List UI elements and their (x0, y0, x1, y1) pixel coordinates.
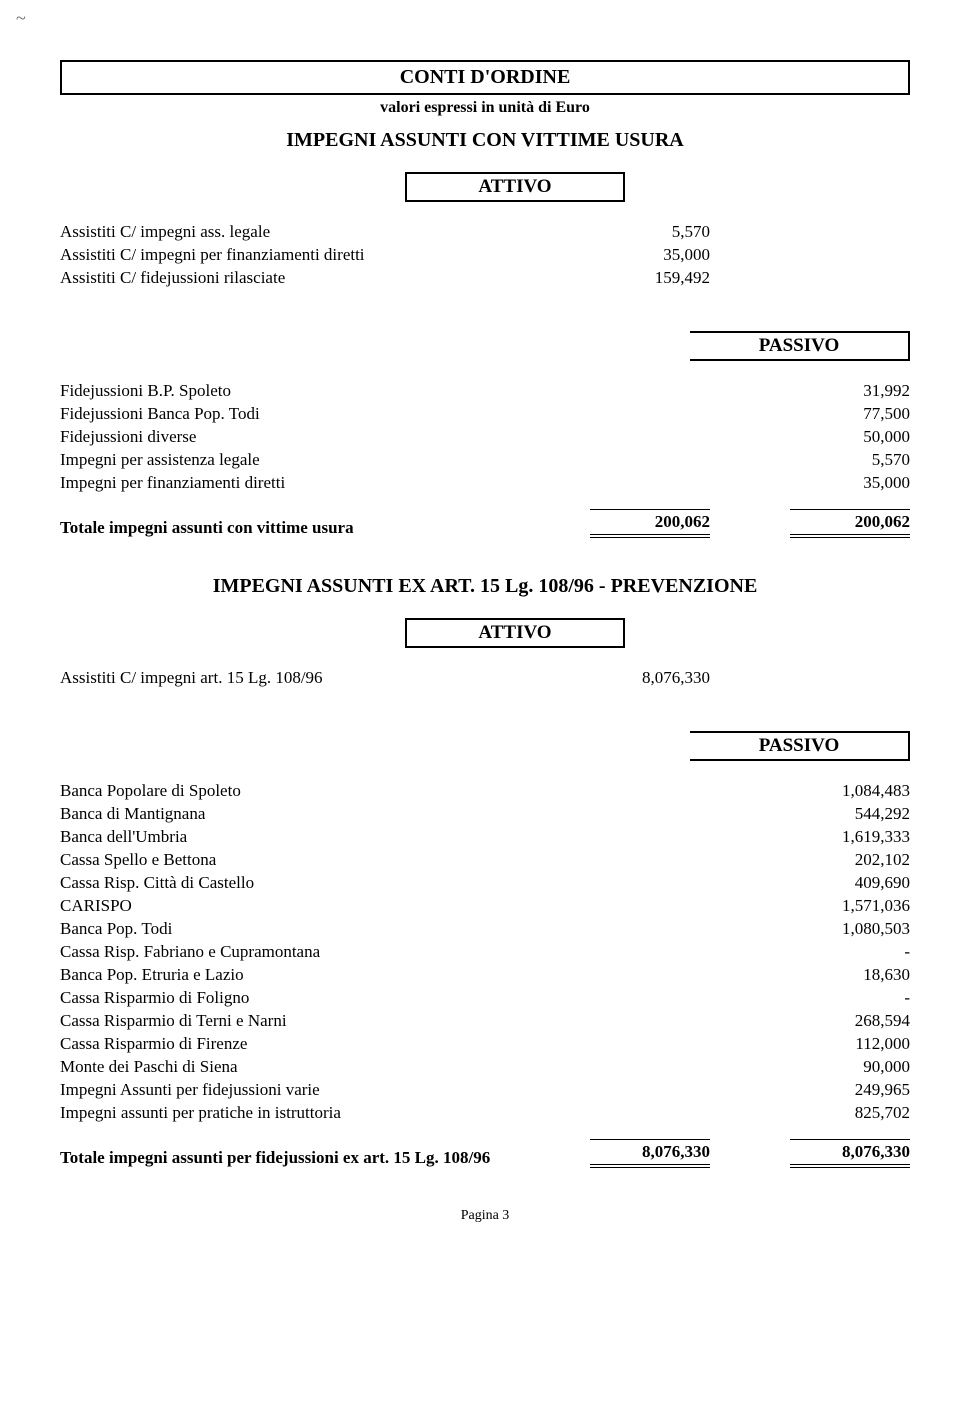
section1-attivo-rows: Assistiti C/ impegni ass. legale5,570Ass… (60, 222, 910, 288)
line-item: Banca dell'Umbria 1,619,333 (60, 827, 910, 847)
line-item-label: Banca di Mantignana (60, 804, 510, 824)
line-item: Cassa Risp. Città di Castello 409,690 (60, 873, 910, 893)
section2-total-passivo: 8,076,330 (730, 1139, 910, 1168)
section1-heading: IMPEGNI ASSUNTI CON VITTIME USURA (60, 129, 910, 152)
section1-total-label: Totale impegni assunti con vittime usura (60, 518, 510, 538)
line-item: Banca Popolare di Spoleto 1,084,483 (60, 781, 910, 801)
section2-heading: IMPEGNI ASSUNTI EX ART. 15 Lg. 108/96 - … (60, 575, 910, 598)
line-item-value-passivo: 544,292 (730, 804, 910, 824)
line-item: Fidejussioni diverse 50,000 (60, 427, 910, 447)
line-item-label: CARISPO (60, 896, 510, 916)
line-item-label: Assistiti C/ impegni per finanziamenti d… (60, 245, 510, 265)
line-item-value-passivo: 31,992 (730, 381, 910, 401)
line-item: Impegni assunti per pratiche in istrutto… (60, 1103, 910, 1123)
line-item: Assistiti C/ fidejussioni rilasciate 159,… (60, 268, 910, 288)
line-item: Assistiti C/ impegni art. 15 Lg. 108/96 8… (60, 668, 910, 688)
attivo-label-1: ATTIVO (405, 172, 625, 202)
line-item-value-passivo: 1,080,503 (730, 919, 910, 939)
line-item-value-attivo: 5,570 (530, 222, 710, 242)
document-subtitle: valori espressi in unità di Euro (60, 99, 910, 117)
line-item: Impegni per assistenza legale 5,570 (60, 450, 910, 470)
line-item-value-passivo: 1,571,036 (730, 896, 910, 916)
section1-total-row: Totale impegni assunti con vittime usura… (60, 509, 910, 538)
line-item: Banca Pop. Etruria e Lazio 18,630 (60, 965, 910, 985)
document-title: CONTI D'ORDINE (400, 66, 571, 88)
line-item: Cassa Risparmio di Terni e Narni 268,594 (60, 1011, 910, 1031)
line-item-label: Cassa Risparmio di Foligno (60, 988, 510, 1008)
line-item: Cassa Risparmio di Firenze 112,000 (60, 1034, 910, 1054)
line-item-label: Fidejussioni Banca Pop. Todi (60, 404, 510, 424)
page-footer: Pagina 3 (60, 1208, 910, 1224)
line-item-label: Impegni Assunti per fidejussioni varie (60, 1080, 510, 1100)
section2-attivo-rows: Assistiti C/ impegni art. 15 Lg. 108/96 8… (60, 668, 910, 688)
line-item: Impegni Assunti per fidejussioni varie 24… (60, 1080, 910, 1100)
line-item: Assistiti C/ impegni ass. legale 5,570 (60, 222, 910, 242)
line-item-value-passivo: 18,630 (730, 965, 910, 985)
section1-passivo-rows: Fidejussioni B.P. Spoleto31,992Fidejussi… (60, 381, 910, 493)
line-item-label: Fidejussioni diverse (60, 427, 510, 447)
line-item-label: Impegni per assistenza legale (60, 450, 510, 470)
section2-total-row: Totale impegni assunti per fidejussioni … (60, 1139, 910, 1168)
line-item-value-passivo: 50,000 (730, 427, 910, 447)
line-item-label: Banca Pop. Etruria e Lazio (60, 965, 510, 985)
line-item-label: Cassa Risp. Città di Castello (60, 873, 510, 893)
section1-total-passivo: 200,062 (730, 509, 910, 538)
scan-artifact: ~ (16, 8, 26, 29)
attivo-label-row-2: ATTIVO (60, 618, 910, 648)
line-item-label: Cassa Risp. Fabriano e Cupramontana (60, 942, 510, 962)
line-item: Cassa Risparmio di Foligno - (60, 988, 910, 1008)
line-item-label: Assistiti C/ fidejussioni rilasciate (60, 268, 510, 288)
line-item: Cassa Spello e Bettona 202,102 (60, 850, 910, 870)
line-item-value-attivo: 35,000 (530, 245, 710, 265)
section1-total-attivo: 200,062 (530, 509, 710, 538)
line-item-value-passivo: 90,000 (730, 1057, 910, 1077)
line-item: Fidejussioni B.P. Spoleto 31,992 (60, 381, 910, 401)
line-item-value-attivo: 8,076,330 (530, 668, 710, 688)
line-item-label: Banca Pop. Todi (60, 919, 510, 939)
line-item-value-passivo: 112,000 (730, 1034, 910, 1054)
passivo-label-row-2: PASSIVO (60, 731, 910, 761)
line-item-value-passivo: 409,690 (730, 873, 910, 893)
line-item: Impegni per finanziamenti diretti 35,000 (60, 473, 910, 493)
line-item-label: Cassa Risparmio di Firenze (60, 1034, 510, 1054)
line-item-label: Assistiti C/ impegni art. 15 Lg. 108/96 (60, 668, 510, 688)
attivo-label-2: ATTIVO (405, 618, 625, 648)
line-item-value-passivo: - (730, 988, 910, 1008)
passivo-label-1: PASSIVO (690, 331, 910, 361)
line-item-label: Banca dell'Umbria (60, 827, 510, 847)
line-item: Fidejussioni Banca Pop. Todi 77,500 (60, 404, 910, 424)
line-item-label: Banca Popolare di Spoleto (60, 781, 510, 801)
line-item-label: Impegni per finanziamenti diretti (60, 473, 510, 493)
line-item-label: Monte dei Paschi di Siena (60, 1057, 510, 1077)
line-item-value-passivo: 35,000 (730, 473, 910, 493)
line-item-value-passivo: 77,500 (730, 404, 910, 424)
line-item: Banca Pop. Todi 1,080,503 (60, 919, 910, 939)
section2-total-attivo: 8,076,330 (530, 1139, 710, 1168)
line-item: CARISPO 1,571,036 (60, 896, 910, 916)
line-item-label: Cassa Spello e Bettona (60, 850, 510, 870)
section2-total-label: Totale impegni assunti per fidejussioni … (60, 1148, 510, 1168)
line-item-value-passivo: 1,619,333 (730, 827, 910, 847)
line-item-value-passivo: - (730, 942, 910, 962)
line-item-value-passivo: 5,570 (730, 450, 910, 470)
line-item-label: Assistiti C/ impegni ass. legale (60, 222, 510, 242)
line-item-value-passivo: 825,702 (730, 1103, 910, 1123)
line-item: Banca di Mantignana 544,292 (60, 804, 910, 824)
line-item-label: Fidejussioni B.P. Spoleto (60, 381, 510, 401)
line-item: Monte dei Paschi di Siena 90,000 (60, 1057, 910, 1077)
document-title-box: CONTI D'ORDINE (60, 60, 910, 95)
section2-passivo-rows: Banca Popolare di Spoleto1,084,483Banca … (60, 781, 910, 1123)
line-item-label: Impegni assunti per pratiche in istrutto… (60, 1103, 510, 1123)
line-item-value-passivo: 249,965 (730, 1080, 910, 1100)
line-item-value-passivo: 268,594 (730, 1011, 910, 1031)
line-item: Assistiti C/ impegni per finanziamenti d… (60, 245, 910, 265)
line-item-value-passivo: 202,102 (730, 850, 910, 870)
line-item: Cassa Risp. Fabriano e Cupramontana - (60, 942, 910, 962)
passivo-label-row-1: PASSIVO (60, 331, 910, 361)
line-item-label: Cassa Risparmio di Terni e Narni (60, 1011, 510, 1031)
line-item-value-attivo: 159,492 (530, 268, 710, 288)
attivo-label-row-1: ATTIVO (60, 172, 910, 202)
passivo-label-2: PASSIVO (690, 731, 910, 761)
line-item-value-passivo: 1,084,483 (730, 781, 910, 801)
